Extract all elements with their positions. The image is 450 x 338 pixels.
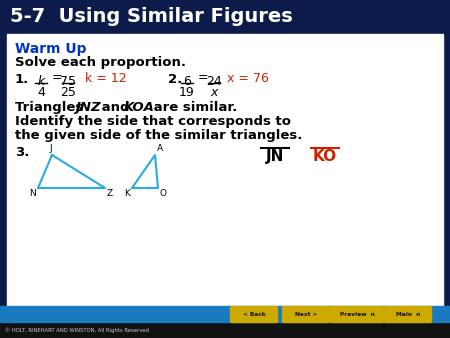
- Text: Triangles: Triangles: [15, 101, 88, 114]
- Text: KO: KO: [313, 149, 337, 164]
- Text: 19: 19: [179, 86, 195, 99]
- Text: 5-7  Using Similar Figures: 5-7 Using Similar Figures: [10, 7, 293, 26]
- Text: 25: 25: [60, 86, 76, 99]
- Text: Solve each proportion.: Solve each proportion.: [15, 56, 186, 69]
- Text: Next >: Next >: [295, 312, 317, 317]
- Text: Z: Z: [107, 189, 113, 198]
- Text: k = 12: k = 12: [85, 72, 126, 84]
- Text: JN: JN: [266, 149, 284, 164]
- Text: 1.: 1.: [15, 73, 29, 86]
- Text: Identify the side that corresponds to: Identify the side that corresponds to: [15, 115, 291, 128]
- Text: 2.: 2.: [168, 73, 182, 86]
- Text: x = 76: x = 76: [227, 72, 269, 84]
- Text: and: and: [97, 101, 134, 114]
- Bar: [0, 322, 450, 338]
- Text: K: K: [124, 189, 130, 198]
- FancyBboxPatch shape: [230, 307, 278, 322]
- Text: 6: 6: [183, 75, 191, 88]
- Text: Preview  n: Preview n: [340, 312, 374, 317]
- Text: =: =: [52, 72, 63, 84]
- Text: Warm Up: Warm Up: [15, 42, 86, 56]
- Text: O: O: [160, 189, 167, 198]
- Text: Main  n: Main n: [396, 312, 420, 317]
- FancyBboxPatch shape: [330, 307, 383, 322]
- Text: JNZ: JNZ: [75, 101, 101, 114]
- FancyBboxPatch shape: [283, 307, 329, 322]
- Text: are similar.: are similar.: [149, 101, 237, 114]
- Text: KOA: KOA: [124, 101, 155, 114]
- Text: 24: 24: [206, 75, 222, 88]
- Text: =: =: [198, 72, 209, 84]
- Text: © HOLT, RINEHART AND WINSTON, All Rights Reserved: © HOLT, RINEHART AND WINSTON, All Rights…: [5, 327, 149, 333]
- Text: A: A: [157, 144, 163, 153]
- Bar: [7, 34, 443, 306]
- Text: 4: 4: [37, 86, 45, 99]
- Text: k: k: [37, 75, 45, 88]
- Text: 3.: 3.: [15, 146, 29, 159]
- Text: the given side of the similar triangles.: the given side of the similar triangles.: [15, 129, 302, 142]
- Text: x: x: [210, 86, 218, 99]
- FancyBboxPatch shape: [384, 307, 432, 322]
- Bar: [0, 306, 450, 322]
- Text: < Back: < Back: [243, 312, 266, 317]
- Text: J: J: [50, 144, 52, 153]
- Text: 75: 75: [60, 75, 76, 88]
- Bar: [0, 0, 450, 34]
- Text: N: N: [29, 189, 36, 198]
